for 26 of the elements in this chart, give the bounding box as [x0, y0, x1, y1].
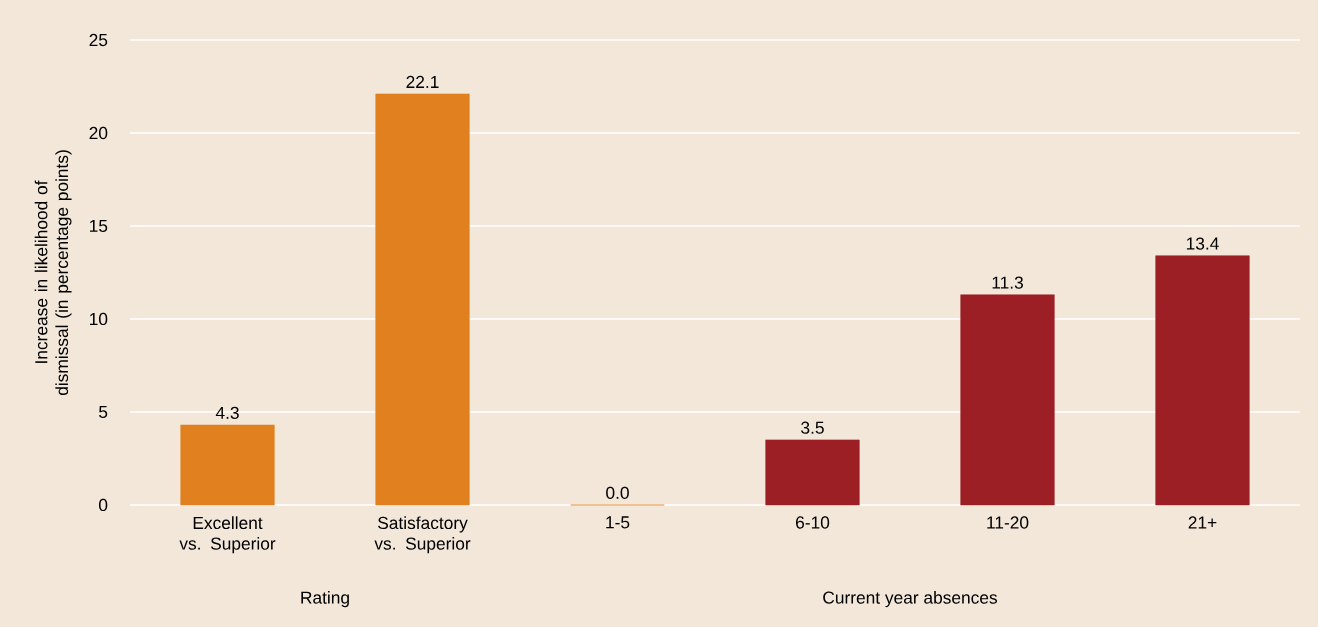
bar [1155, 255, 1250, 506]
data-label: 0.0 [606, 486, 629, 499]
bar [375, 93, 470, 506]
x-tick-label: Satisfactory vs. Superior [374, 516, 471, 554]
data-label: 4.3 [215, 406, 239, 419]
y-tick-label: 10 [90, 312, 108, 326]
bar [960, 294, 1055, 506]
x-tick-label: 21+ [1188, 516, 1217, 529]
y-axis-title: Increase in likelihood of dismissal (in percentage points) [34, 150, 72, 396]
y-tick-label: 0 [98, 498, 108, 512]
y-tick-label: 5 [99, 405, 108, 419]
x-tick-label: 11-20 [987, 516, 1029, 529]
x-tick-label: 6-10 [796, 516, 830, 529]
text: Rating [301, 591, 349, 608]
text: Current year absences [823, 591, 998, 608]
bar [180, 424, 275, 506]
y-tick-label: 20 [89, 126, 108, 140]
x-tick-label: Excellent vs. Superior [179, 516, 276, 554]
x-tick-label: 1-5 [606, 516, 630, 529]
data-label: 22.1 [406, 75, 439, 88]
bar [765, 439, 860, 506]
y-tick-label: 15 [90, 219, 108, 233]
data-label: 11.3 [992, 276, 1023, 289]
y-tick-label: 25 [89, 33, 108, 47]
data-label: 3.5 [801, 421, 824, 434]
data-label: 13.4 [1186, 237, 1219, 250]
